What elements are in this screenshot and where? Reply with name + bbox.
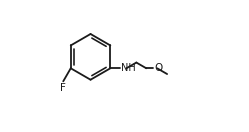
Text: NH: NH: [121, 63, 135, 73]
Text: O: O: [154, 63, 162, 73]
Text: F: F: [60, 83, 66, 93]
